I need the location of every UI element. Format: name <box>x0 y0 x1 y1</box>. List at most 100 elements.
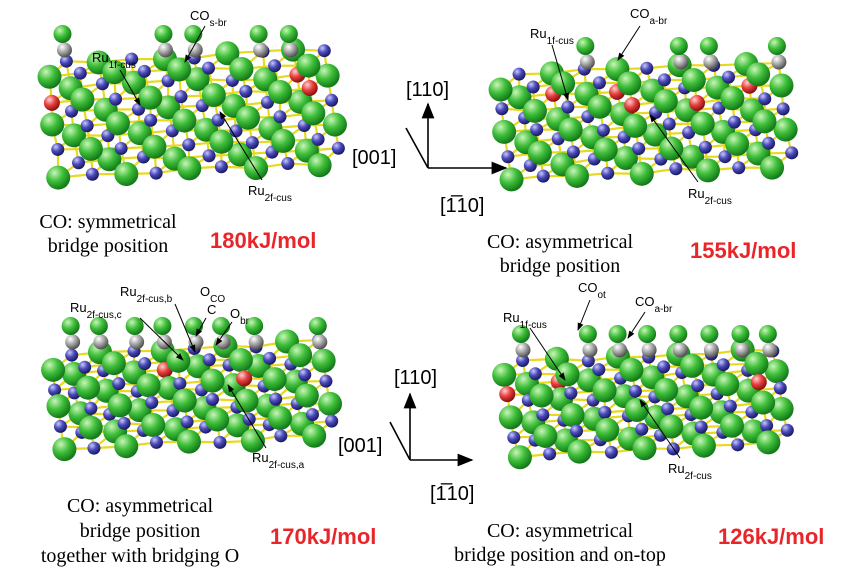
atom-label: Obr <box>230 306 250 327</box>
atom <box>704 343 719 358</box>
atom <box>323 113 347 137</box>
atom <box>536 408 549 421</box>
atom <box>79 137 103 161</box>
atom <box>661 402 674 415</box>
atom <box>118 417 131 430</box>
atom <box>561 101 574 114</box>
atom <box>244 156 268 180</box>
atom <box>501 150 514 163</box>
atom <box>182 138 195 151</box>
atom <box>760 156 784 180</box>
atom <box>777 102 790 115</box>
atom <box>695 421 708 434</box>
atom <box>201 369 225 393</box>
atom <box>41 358 65 382</box>
atom <box>513 68 526 81</box>
atom <box>508 445 532 469</box>
atom <box>724 400 737 413</box>
atom <box>774 382 787 395</box>
atom <box>296 54 320 78</box>
atom-label: Ru2f-cus <box>688 186 732 207</box>
atom-label: COa-br <box>635 294 673 315</box>
atom <box>528 141 552 165</box>
atom <box>533 424 557 448</box>
atom <box>202 62 215 75</box>
atom <box>720 86 744 110</box>
atom <box>236 106 260 130</box>
atom <box>154 25 172 43</box>
atom <box>595 418 619 442</box>
atom <box>564 387 577 400</box>
atom <box>138 357 151 370</box>
atom <box>582 343 597 358</box>
atom <box>234 389 258 413</box>
atom <box>669 162 682 175</box>
atom <box>72 156 85 169</box>
atom <box>274 429 287 442</box>
atom <box>523 99 547 123</box>
atom <box>306 408 319 421</box>
atom <box>332 142 345 155</box>
atom <box>308 153 332 177</box>
atom <box>302 424 326 448</box>
atom <box>144 114 157 127</box>
atom <box>768 37 786 55</box>
atom <box>715 372 739 396</box>
atom <box>202 83 226 107</box>
axis-diagram: [110] [001] [1̅10] <box>338 367 474 505</box>
atom <box>109 93 122 106</box>
atom-label: Ru2f-cus,a <box>252 450 305 471</box>
atom <box>579 325 597 343</box>
atom <box>692 434 716 458</box>
atom <box>543 447 556 460</box>
atom <box>515 343 530 358</box>
atom <box>732 161 745 174</box>
atom <box>214 436 227 449</box>
atom <box>229 57 253 81</box>
atom <box>725 132 749 156</box>
atom <box>691 112 715 136</box>
atom <box>166 349 190 373</box>
atom <box>556 362 580 386</box>
atom <box>145 396 158 409</box>
atom <box>689 396 713 420</box>
atom <box>682 68 706 92</box>
atom <box>696 158 720 182</box>
atom <box>728 116 741 129</box>
atom <box>756 430 780 454</box>
atom <box>87 442 100 455</box>
atom <box>115 142 128 155</box>
atom <box>108 393 132 417</box>
atom <box>70 87 94 111</box>
atom <box>173 377 186 390</box>
axis-diagram: [110] [001] [1̅10] <box>352 79 506 217</box>
atom <box>102 351 126 375</box>
atom <box>609 325 627 343</box>
atom <box>499 405 523 429</box>
atom <box>630 162 654 186</box>
axis-label: [110] <box>394 367 437 389</box>
atom <box>298 368 311 381</box>
atom <box>229 348 253 372</box>
atom <box>499 386 515 402</box>
atom <box>597 124 610 137</box>
atom <box>781 424 794 437</box>
atom <box>699 141 712 154</box>
atom <box>65 335 80 350</box>
atom <box>746 62 770 86</box>
atom <box>751 374 767 390</box>
atom <box>689 95 705 111</box>
atom <box>762 137 775 150</box>
atom <box>81 119 94 132</box>
axis-label: [110] <box>406 79 449 101</box>
atom <box>184 25 202 43</box>
atom <box>268 406 292 430</box>
atom <box>138 86 162 110</box>
axis-label: [001] <box>352 147 396 169</box>
atom <box>325 415 338 428</box>
atom <box>735 343 750 358</box>
atom <box>150 167 163 180</box>
atom-label: COa-br <box>630 6 668 27</box>
atom <box>722 71 735 84</box>
atom-label: Ru2f-cus,c <box>70 300 122 321</box>
